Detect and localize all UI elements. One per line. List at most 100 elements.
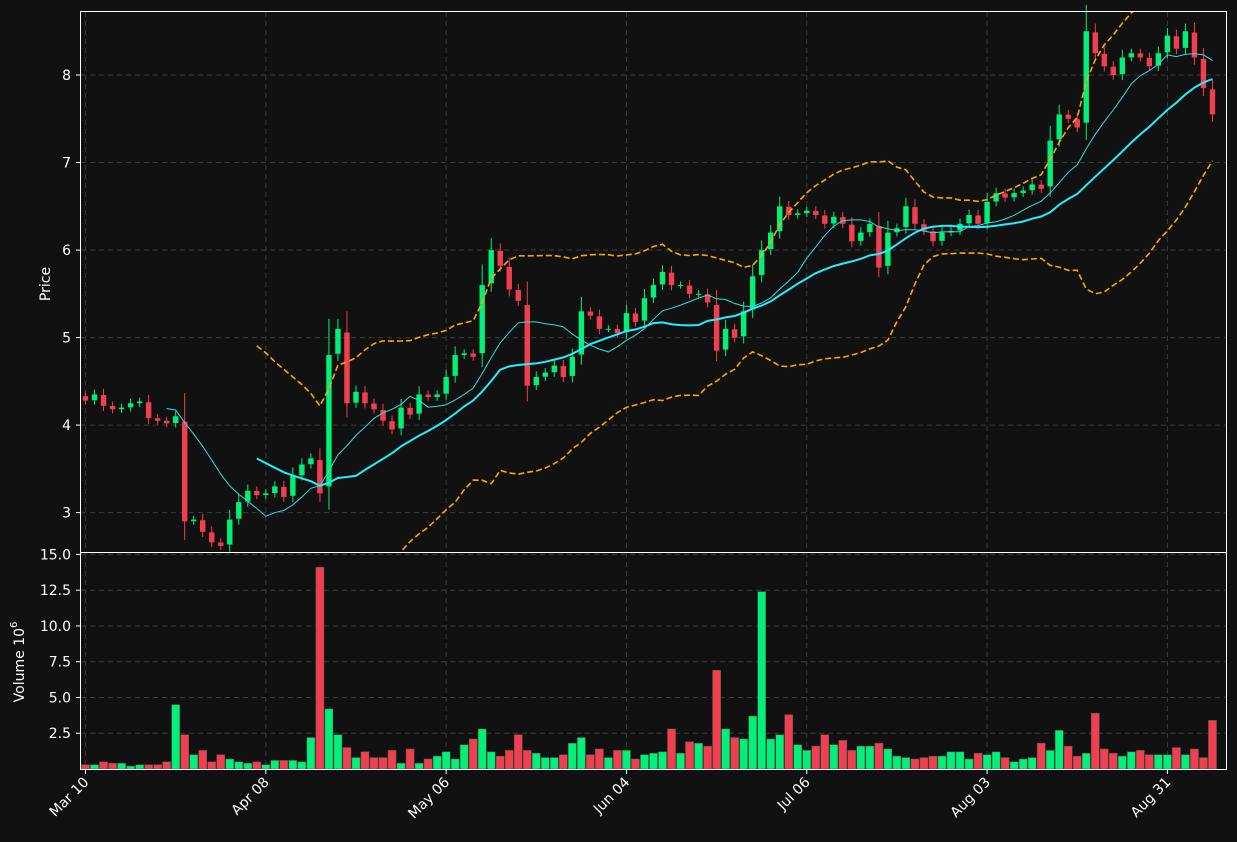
candle-body	[749, 276, 756, 310]
candle-body	[470, 353, 476, 357]
price-tick-label: 7	[62, 156, 71, 172]
candle-body	[281, 486, 287, 497]
volume-bar	[153, 764, 162, 770]
volume-bar	[234, 761, 244, 770]
volume-bar	[1018, 758, 1028, 770]
candle-body	[335, 328, 341, 354]
candle-body	[831, 216, 837, 224]
candle-body	[1155, 53, 1162, 66]
candle-body	[371, 403, 377, 410]
volume-bar	[1009, 761, 1019, 770]
volume-bar	[504, 750, 514, 770]
candle-body	[786, 206, 792, 216]
candle-body	[443, 376, 449, 394]
volume-bar	[622, 750, 631, 770]
volume-bar	[243, 763, 253, 770]
volume-bar	[1172, 747, 1181, 770]
volume-bar	[270, 760, 280, 770]
candle-body	[975, 215, 981, 224]
volume-bar	[1090, 712, 1100, 770]
volume-bar	[1154, 754, 1163, 770]
price-tick-label: 6	[62, 243, 71, 259]
volume-bar	[964, 758, 974, 770]
candle-body	[1065, 114, 1071, 119]
price-tick-label: 4	[62, 418, 71, 434]
volume-bar	[577, 737, 586, 770]
candle-body	[596, 316, 603, 329]
upper-band-line	[256, 12, 1134, 408]
volume-bar	[162, 761, 171, 770]
volume-bar	[676, 753, 685, 770]
candle-body	[1020, 190, 1026, 194]
volume-bar	[189, 754, 199, 770]
volume-bar	[766, 738, 776, 770]
candle-body	[1182, 31, 1189, 48]
candle-body	[344, 332, 350, 404]
volume-bar	[1190, 748, 1199, 770]
candle-body	[867, 223, 873, 233]
volume-bar	[459, 744, 469, 770]
volume-tick-label: 15.0	[40, 547, 71, 563]
candle-body	[1173, 36, 1180, 49]
volume-bar	[892, 755, 902, 770]
volume-bar	[595, 748, 604, 770]
volume-bar	[793, 744, 803, 770]
candle-body	[1047, 140, 1053, 187]
volume-bar	[1118, 755, 1127, 770]
volume-bar	[730, 737, 739, 770]
volume-bar	[613, 750, 622, 770]
volume-bar	[874, 743, 884, 770]
candle-body	[1137, 53, 1144, 58]
candle-body	[479, 285, 485, 354]
candle-body	[263, 493, 269, 496]
candle-body	[218, 542, 224, 546]
candle-body	[163, 420, 170, 424]
candle-body	[245, 490, 251, 502]
candle-body	[804, 210, 810, 214]
candle-body	[1119, 57, 1126, 75]
candle-body	[632, 313, 639, 322]
candle-body	[677, 285, 684, 287]
volume-bar	[604, 757, 613, 770]
volume-bar	[441, 751, 451, 770]
candle-body	[758, 250, 765, 275]
candle-body	[876, 225, 882, 268]
volume-bar	[1127, 751, 1136, 770]
volume-bar	[928, 755, 938, 770]
candle-body	[686, 285, 693, 294]
price-tick-label: 8	[62, 68, 71, 84]
candle-body	[172, 416, 179, 423]
candle-body	[731, 329, 738, 338]
candle-body	[1029, 184, 1035, 191]
volume-bar	[495, 755, 505, 770]
candles	[82, 4, 1216, 552]
volume-bar	[342, 747, 352, 770]
volume-bar	[865, 745, 875, 770]
volume-bar	[225, 758, 235, 770]
volume-bar	[649, 753, 658, 770]
candle-body	[82, 396, 89, 401]
volume-bar	[135, 764, 144, 770]
volume-bar	[261, 764, 271, 770]
volume-bar	[1199, 757, 1208, 770]
volume-tick-label: 10.0	[40, 619, 71, 635]
volume-bar	[910, 758, 920, 770]
volume-bar	[847, 750, 857, 770]
candle-body	[569, 356, 576, 376]
volume-bar	[180, 734, 189, 770]
volume-bar	[703, 745, 712, 770]
candle-body	[398, 407, 404, 429]
volume-bar	[1045, 750, 1055, 770]
lower-band-line	[399, 160, 1214, 552]
candle-body	[416, 394, 422, 414]
candle-body	[704, 294, 711, 303]
candle-body	[912, 207, 918, 224]
volume-bar	[207, 761, 217, 770]
volume-bar	[748, 715, 757, 770]
volume-bar	[513, 734, 523, 770]
candle-body	[777, 206, 783, 232]
candle-body	[254, 490, 260, 496]
volume-bar	[901, 757, 911, 770]
